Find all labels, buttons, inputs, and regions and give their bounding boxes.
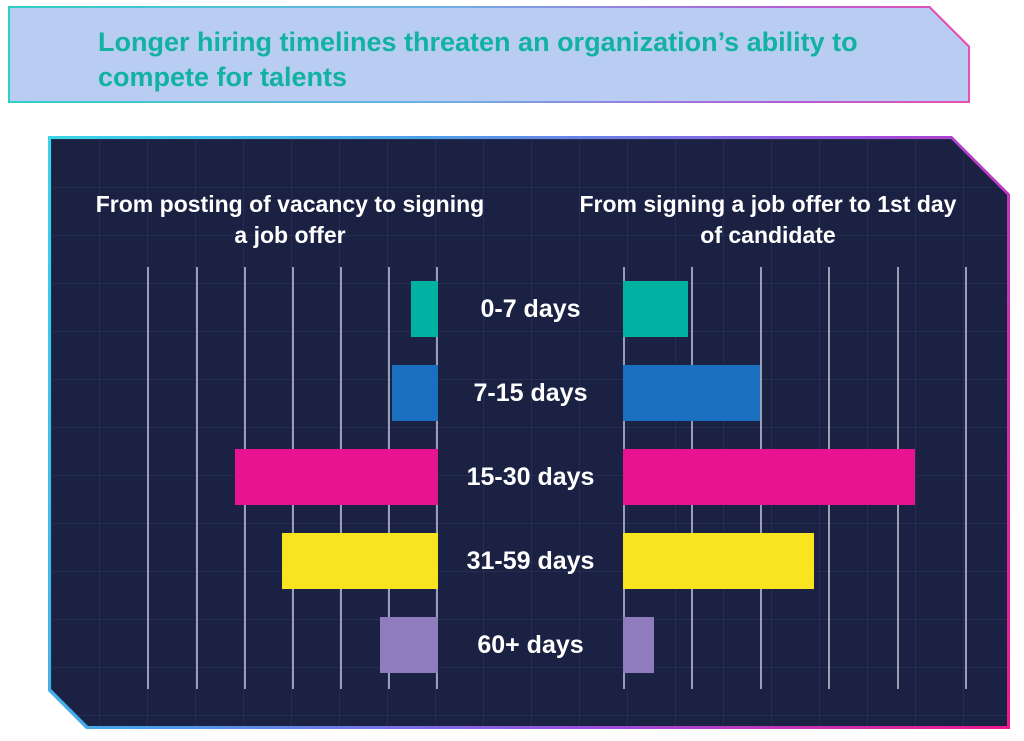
bar-row-right xyxy=(623,519,968,603)
chart-panel: From posting of vacancy to signing a job… xyxy=(48,136,1010,729)
category-labels: 0-7 days 7-15 days 15-30 days 31-59 days 60+… xyxy=(438,267,623,689)
category-label: 31-59 days xyxy=(466,546,595,575)
bar-row-right xyxy=(623,435,968,519)
chart-panel-inner: From posting of vacancy to signing a job… xyxy=(51,139,1007,726)
category-label: 0-7 days xyxy=(480,294,581,323)
bar-row-left xyxy=(51,603,438,687)
bar xyxy=(282,533,438,589)
bar-row-left xyxy=(51,519,438,603)
chart-titles: From posting of vacancy to signing a job… xyxy=(51,189,1007,251)
title-banner-inner: Longer hiring timelines threaten an orga… xyxy=(10,8,968,101)
bar-row-right xyxy=(623,351,968,435)
chart-title-left: From posting of vacancy to signing a job… xyxy=(95,191,485,249)
bar-row-left xyxy=(51,267,438,351)
left-chart xyxy=(51,267,438,689)
bar xyxy=(623,365,760,421)
gridline xyxy=(965,267,967,689)
category-label: 60+ days xyxy=(477,630,584,659)
bar xyxy=(623,533,814,589)
bar-row-right xyxy=(623,603,968,687)
bar-row-left xyxy=(51,435,438,519)
chart-body: 0-7 days 7-15 days 15-30 days 31-59 days 60+… xyxy=(51,267,1007,689)
bar-row-left xyxy=(51,351,438,435)
page-title: Longer hiring timelines threaten an orga… xyxy=(98,27,858,92)
bar xyxy=(623,617,654,673)
bar xyxy=(623,449,915,505)
bar-row-right xyxy=(623,267,968,351)
bar xyxy=(623,281,688,337)
chart-title-right: From signing a job offer to 1st day of c… xyxy=(579,191,957,249)
right-chart xyxy=(623,267,968,689)
category-label: 7-15 days xyxy=(473,378,588,407)
bar xyxy=(392,365,438,421)
bar xyxy=(411,281,438,337)
gridline xyxy=(147,267,149,689)
bar xyxy=(380,617,438,673)
category-label: 15-30 days xyxy=(466,462,595,491)
bar xyxy=(235,449,438,505)
gridline xyxy=(196,267,198,689)
title-banner: Longer hiring timelines threaten an orga… xyxy=(8,6,970,103)
